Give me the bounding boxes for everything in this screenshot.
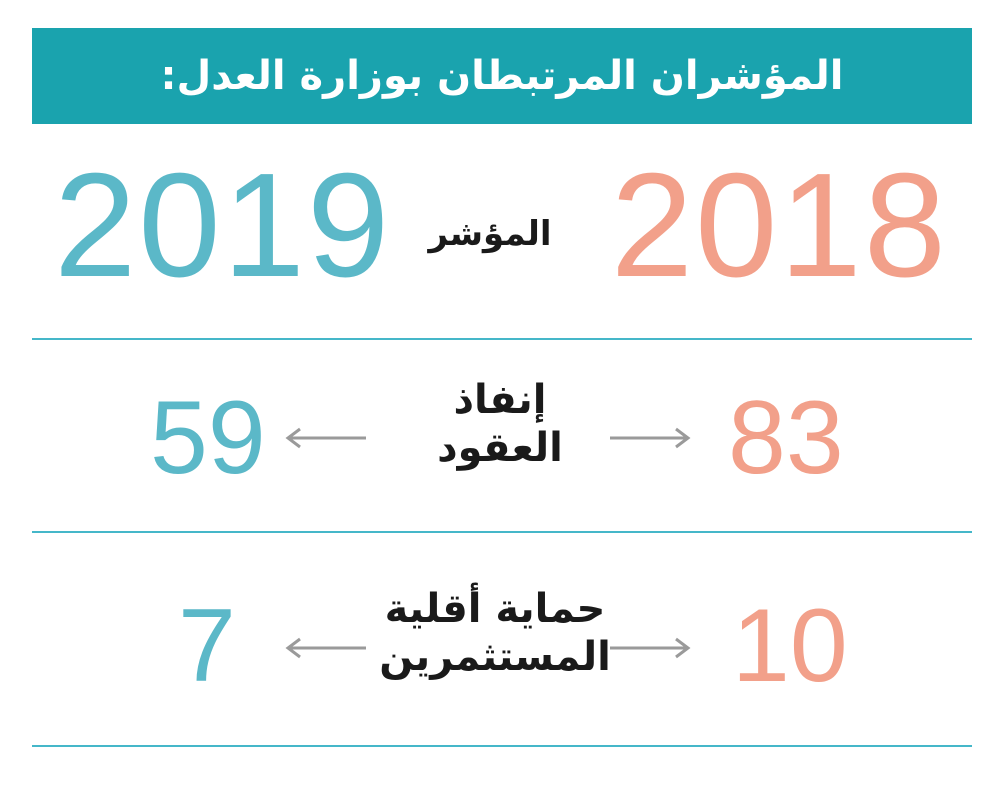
title-banner: المؤشران المرتبطان بوزارة العدل: — [32, 28, 972, 124]
divider-2 — [32, 531, 972, 533]
arrow-right-icon — [604, 426, 694, 450]
row2-value-2018: 10 — [732, 588, 848, 704]
divider-3 — [32, 745, 972, 747]
arrow-right-icon — [604, 636, 694, 660]
row1-label-line1: إنفاذ — [453, 377, 547, 423]
row2-label-line2: المستثمرين — [379, 634, 611, 680]
banner-title: المؤشران المرتبطان بوزارة العدل: — [160, 53, 844, 99]
row1-label: إنفاذ العقود — [400, 376, 600, 472]
year-2018: 2018 — [610, 143, 948, 308]
year-2019: 2019 — [54, 143, 392, 308]
row2-label: حماية أقلية المستثمرين — [340, 585, 650, 681]
arrow-left-icon — [282, 636, 372, 660]
indicator-column-label: المؤشر — [428, 214, 552, 254]
arrow-left-icon — [282, 426, 372, 450]
row1-label-line2: العقود — [437, 425, 563, 471]
row1-value-2019: 59 — [150, 380, 266, 496]
divider-1 — [32, 338, 972, 340]
row2-value-2019: 7 — [178, 588, 236, 704]
row1-value-2018: 83 — [728, 380, 844, 496]
row2-label-line1: حماية أقلية — [384, 586, 606, 632]
